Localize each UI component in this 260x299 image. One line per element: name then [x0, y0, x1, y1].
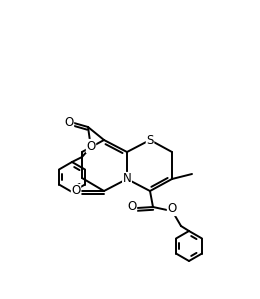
Text: O: O [86, 140, 96, 152]
Text: O: O [127, 201, 136, 213]
Text: O: O [64, 115, 74, 129]
Text: S: S [146, 133, 154, 147]
Text: O: O [167, 202, 177, 216]
Text: N: N [123, 173, 131, 185]
Text: O: O [72, 184, 81, 198]
